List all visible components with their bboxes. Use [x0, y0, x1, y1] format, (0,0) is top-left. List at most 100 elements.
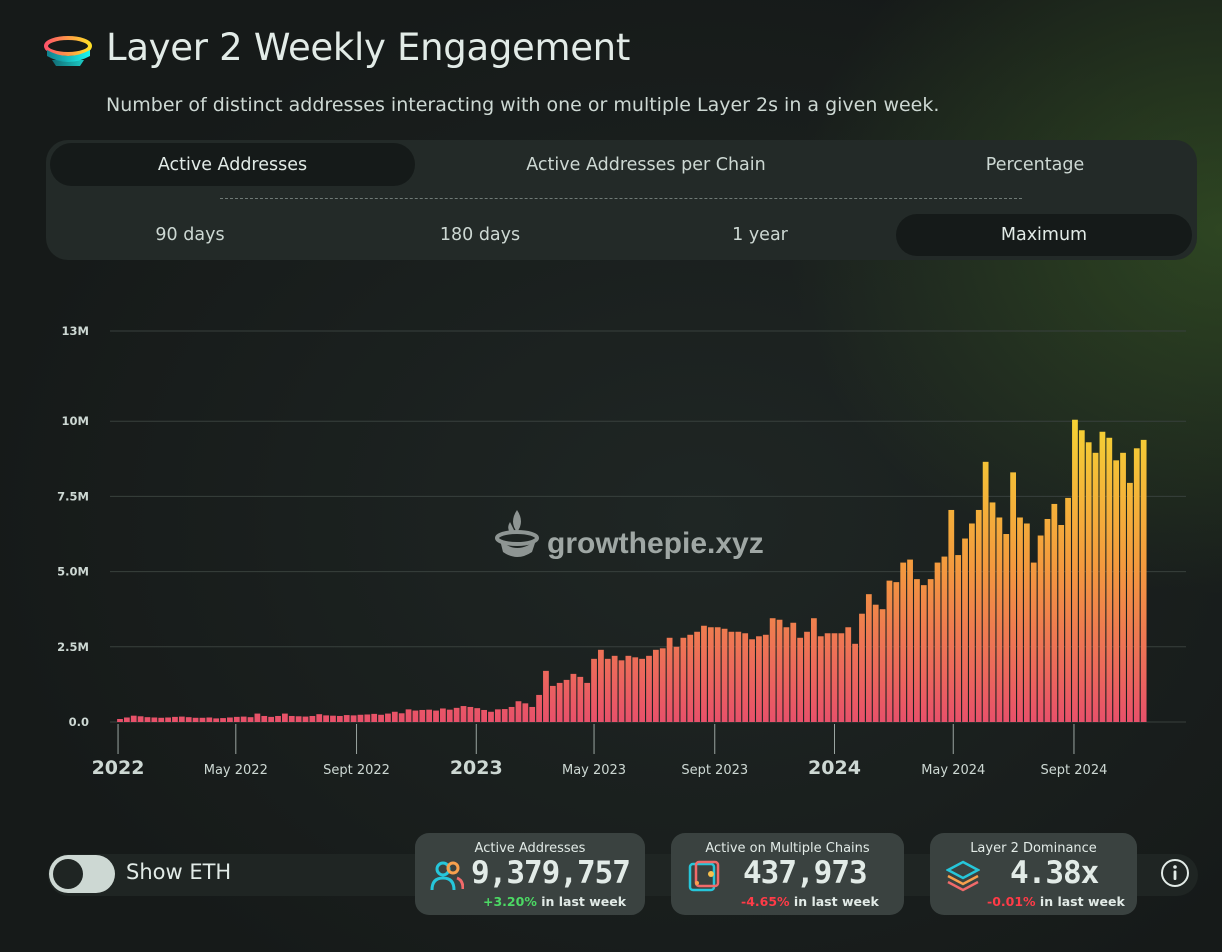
- y-tick-label: 2.5M: [57, 640, 89, 654]
- bar: [625, 655, 632, 722]
- tab-active-addresses[interactable]: Active Addresses: [50, 143, 415, 186]
- bar: [639, 658, 646, 722]
- bar: [1140, 439, 1147, 722]
- bar: [323, 715, 329, 722]
- range-90-days[interactable]: 90 days: [155, 225, 225, 245]
- bar: [1065, 497, 1071, 722]
- tab-percentage[interactable]: Percentage: [985, 154, 1085, 175]
- kpi-value: 9,379,757: [471, 855, 631, 891]
- bar: [130, 715, 137, 722]
- growthepie-watermark-icon: [495, 510, 539, 557]
- range-180-days[interactable]: 180 days: [439, 225, 521, 245]
- bar: [1010, 472, 1016, 722]
- bar: [604, 658, 611, 722]
- bar: [481, 709, 487, 722]
- bar: [178, 716, 185, 722]
- bar: [254, 713, 261, 722]
- bar: [302, 716, 309, 722]
- bar: [886, 580, 893, 722]
- bar: [144, 717, 151, 722]
- bar: [811, 618, 817, 722]
- bar: [893, 582, 900, 722]
- bar: [336, 715, 343, 722]
- kpi-change-percent: -0.01%: [987, 894, 1036, 909]
- y-tick-label: 10M: [62, 414, 89, 428]
- x-tick-label: Sept 2022: [323, 763, 390, 778]
- bar: [673, 646, 680, 722]
- bar: [914, 579, 920, 722]
- bar: [680, 637, 687, 722]
- bar: [701, 625, 707, 722]
- show-eth-toggle[interactable]: [49, 855, 115, 893]
- kpi-change-percent: -4.65%: [741, 894, 790, 909]
- bar: [433, 710, 439, 722]
- bar: [948, 509, 955, 722]
- kpi-value: 437,973: [743, 855, 868, 891]
- range-maximum[interactable]: Maximum: [896, 214, 1192, 256]
- bar: [151, 717, 158, 722]
- bar: [522, 703, 529, 722]
- bar: [1030, 562, 1037, 722]
- bar: [1092, 452, 1099, 722]
- bar: [385, 713, 391, 722]
- bar: [907, 559, 913, 722]
- watermark-text: growthepie.xyz: [547, 527, 764, 560]
- bar: [735, 631, 742, 722]
- bar: [790, 622, 797, 722]
- bar: [508, 706, 515, 722]
- bar: [158, 717, 165, 722]
- bar: [549, 685, 556, 722]
- y-tick-label: 7.5M: [57, 489, 89, 503]
- x-tick-label: May 2022: [204, 763, 268, 778]
- bar: [123, 717, 130, 722]
- kpi-change: +3.20% in last week: [483, 894, 626, 909]
- bar: [1044, 518, 1051, 722]
- bar: [192, 717, 199, 722]
- bar: [1017, 517, 1023, 722]
- multichain-wallet-icon: [688, 860, 720, 892]
- bar: [282, 713, 288, 722]
- bar: [728, 631, 735, 722]
- bar: [742, 633, 749, 722]
- bar: [398, 713, 405, 722]
- kpi-layer2-dominance: Layer 2 Dominance 4.38x -0.01% in last w…: [930, 833, 1137, 915]
- bar: [419, 709, 426, 722]
- info-icon[interactable]: [1160, 858, 1190, 888]
- bar: [652, 649, 659, 722]
- bar: [989, 502, 996, 722]
- bar: [769, 618, 776, 722]
- bar: [494, 709, 501, 722]
- x-tick-label: Sept 2024: [1041, 763, 1108, 778]
- kpi-change-suffix: in last week: [541, 894, 627, 909]
- kpi-change: -4.65% in last week: [741, 894, 879, 909]
- bar: [838, 633, 845, 722]
- page-title: Layer 2 Weekly Engagement: [106, 26, 631, 69]
- y-tick-label: 13M: [62, 324, 89, 338]
- kpi-active-multiple-chains: Active on Multiple Chains 437,973 -4.65%…: [671, 833, 904, 915]
- bar: [852, 643, 858, 722]
- bar: [797, 637, 804, 722]
- bar: [1085, 442, 1092, 722]
- bar: [1058, 525, 1065, 722]
- tab-active-addresses-per-chain[interactable]: Active Addresses per Chain: [526, 154, 766, 175]
- bar: [357, 714, 364, 722]
- bar: [199, 717, 206, 722]
- bar: [220, 718, 226, 722]
- watermark: growthepie.xyz: [495, 510, 764, 560]
- bar: [391, 711, 398, 722]
- bar: [776, 619, 783, 722]
- bar: [378, 714, 384, 722]
- bar: [1099, 431, 1106, 722]
- bar: [920, 585, 927, 722]
- bar: [446, 709, 453, 722]
- bar: [659, 648, 666, 722]
- bar: [227, 717, 233, 722]
- bar: [969, 523, 975, 722]
- bar: [1003, 534, 1010, 722]
- range-1-year[interactable]: 1 year: [732, 225, 788, 245]
- bar: [1072, 419, 1078, 722]
- bar: [859, 613, 865, 722]
- tabs-divider: [220, 198, 1022, 199]
- bar: [515, 701, 522, 722]
- bar: [1127, 482, 1133, 722]
